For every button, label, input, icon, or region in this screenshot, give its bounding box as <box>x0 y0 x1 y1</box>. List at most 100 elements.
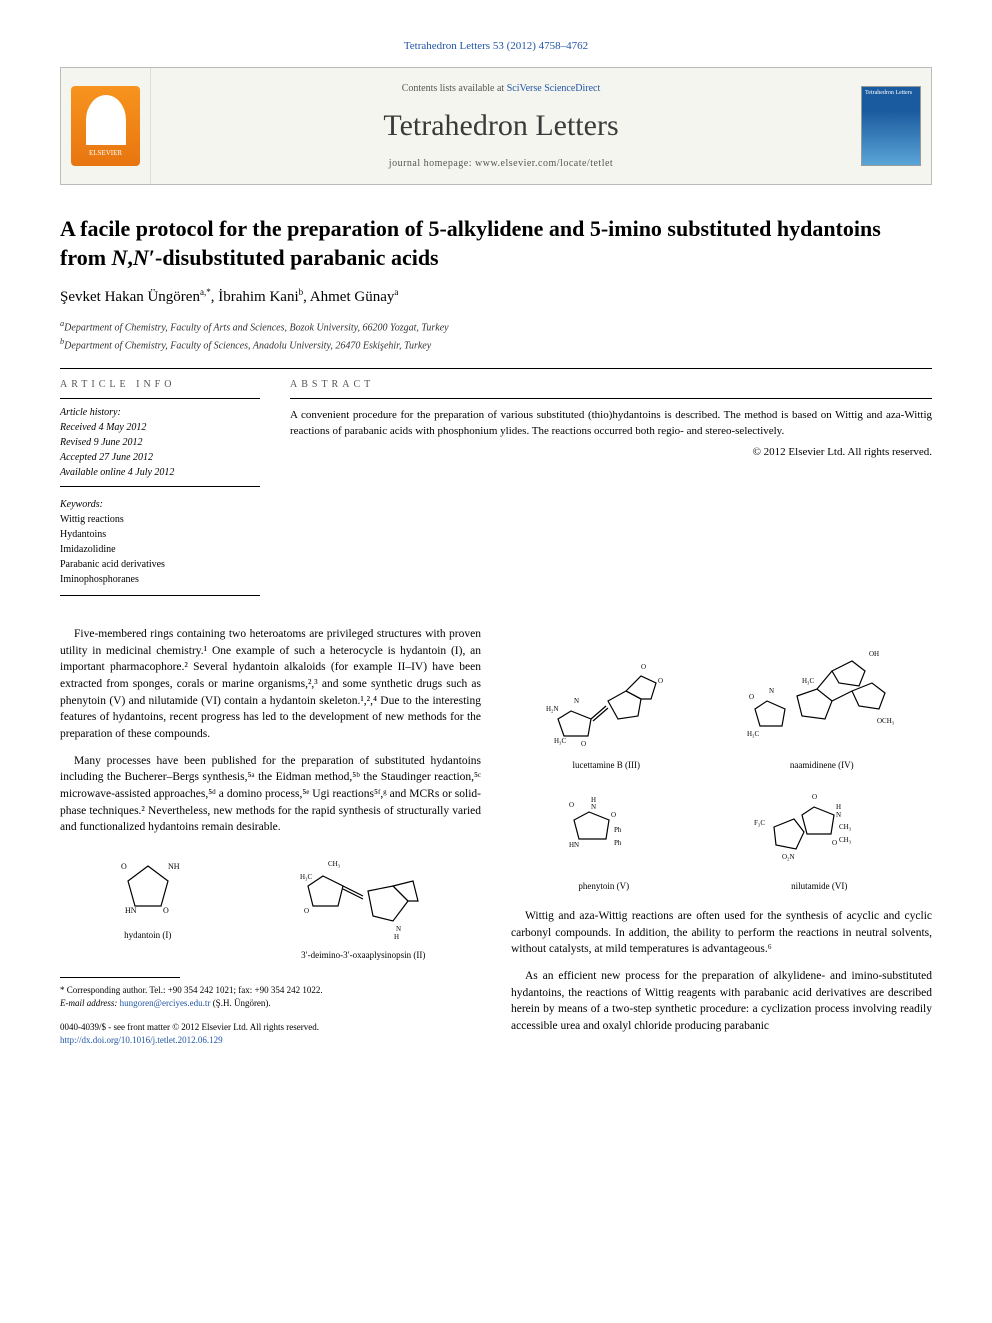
info-abstract-row: ARTICLE INFO Article history: Received 4… <box>60 379 932 596</box>
svg-text:N: N <box>591 803 596 811</box>
keyword: Imidazolidine <box>60 542 260 557</box>
structure-lucettamine: H₂N N H₃C O O O lucettamine B (III) <box>546 641 666 772</box>
abstract-copyright: © 2012 Elsevier Ltd. All rights reserved… <box>290 446 932 458</box>
keyword: Parabanic acid derivatives <box>60 557 260 572</box>
svg-text:O: O <box>641 663 646 671</box>
svg-text:O: O <box>611 811 616 819</box>
structures-right-row-2: O H N O HN Ph Ph phenytoin (V) F₃C <box>511 787 932 893</box>
history-received: Received 4 May 2012 <box>60 420 260 435</box>
keywords-label: Keywords: <box>60 497 260 512</box>
svg-text:NH: NH <box>168 862 180 871</box>
left-column: Five-membered rings containing two heter… <box>60 626 481 1047</box>
structures-right-row-1: H₂N N H₃C O O O lucettamine B (III) <box>511 641 932 772</box>
hydantoin-structure-icon: O NH O HN <box>113 851 183 921</box>
svg-text:H: H <box>394 933 399 941</box>
authors-line: Şevket Hakan Üngörena,*, İbrahim Kanib, … <box>60 287 932 306</box>
article-title: A facile protocol for the preparation of… <box>60 215 932 272</box>
svg-text:O₂N: O₂N <box>782 853 795 861</box>
keywords-block: Keywords: Wittig reactions Hydantoins Im… <box>60 487 260 596</box>
svg-text:OH: OH <box>869 650 879 658</box>
affiliation-a: aDepartment of Chemistry, Faculty of Art… <box>60 318 932 335</box>
publisher-name: ELSEVIER <box>89 149 122 157</box>
email-link[interactable]: hungoren@erciyes.edu.tr <box>120 998 211 1008</box>
svg-text:Ph: Ph <box>614 826 622 834</box>
publisher-logo-cell: ELSEVIER <box>61 68 151 184</box>
svg-text:H₃C: H₃C <box>554 737 566 745</box>
body-para: Five-membered rings containing two heter… <box>60 626 481 743</box>
svg-text:O: O <box>581 740 586 748</box>
history-revised: Revised 9 June 2012 <box>60 435 260 450</box>
svg-text:OCH₃: OCH₃ <box>877 717 895 725</box>
keyword: Hydantoins <box>60 527 260 542</box>
contents-available: Contents lists available at SciVerse Sci… <box>166 83 836 94</box>
svg-text:CH₃: CH₃ <box>328 860 341 868</box>
article-history-block: Article history: Received 4 May 2012 Rev… <box>60 398 260 487</box>
phenytoin-structure-icon: O H N O HN Ph Ph <box>559 787 649 872</box>
journal-name: Tetrahedron Letters <box>166 109 836 143</box>
abstract-heading: ABSTRACT <box>290 379 932 390</box>
affiliation-b: bDepartment of Chemistry, Faculty of Sci… <box>60 336 932 353</box>
svg-text:H₃C: H₃C <box>300 873 312 881</box>
svg-text:O: O <box>832 839 837 847</box>
journal-homepage: journal homepage: www.elsevier.com/locat… <box>166 158 836 169</box>
doi-link[interactable]: http://dx.doi.org/10.1016/j.tetlet.2012.… <box>60 1035 223 1045</box>
abstract-column: ABSTRACT A convenient procedure for the … <box>290 379 932 596</box>
history-label: Article history: <box>60 405 260 420</box>
svg-text:CH₃: CH₃ <box>839 823 852 831</box>
lucettamine-structure-icon: H₂N N H₃C O O O <box>546 641 666 751</box>
citation-header: Tetrahedron Letters 53 (2012) 4758–4762 <box>60 40 932 52</box>
svg-text:N: N <box>836 811 841 819</box>
elsevier-logo: ELSEVIER <box>71 86 140 166</box>
structures-left-row: O NH O HN hydantoin (I) H₃C <box>60 851 481 962</box>
structure-nilutamide: F₃C O₂N O H N CH₃ CH₃ O nilutamide (VI) <box>754 787 884 893</box>
footer-copyright: 0040-4039/$ - see front matter © 2012 El… <box>60 1021 481 1046</box>
svg-text:O: O <box>749 693 754 701</box>
oxaaplysinopsin-structure-icon: H₃C CH₃ O N H <box>298 851 428 941</box>
svg-text:H₂N: H₂N <box>546 705 559 713</box>
svg-text:N: N <box>396 925 401 933</box>
naamidinene-structure-icon: O N H₃C H₃C OH OCH₃ <box>747 641 897 751</box>
corresponding-author-footnote: * Corresponding author. Tel.: +90 354 24… <box>60 984 481 1009</box>
history-accepted: Accepted 27 June 2012 <box>60 450 260 465</box>
journal-center: Contents lists available at SciVerse Sci… <box>151 68 851 184</box>
affiliations: aDepartment of Chemistry, Faculty of Art… <box>60 318 932 353</box>
body-columns: Five-membered rings containing two heter… <box>60 626 932 1047</box>
svg-text:CH₃: CH₃ <box>839 836 852 844</box>
cover-cell: Tetrahedron Letters <box>851 68 931 184</box>
sciencedirect-link[interactable]: SciVerse ScienceDirect <box>507 83 601 94</box>
elsevier-tree-icon <box>86 95 126 145</box>
nilutamide-structure-icon: F₃C O₂N O H N CH₃ CH₃ O <box>754 787 884 872</box>
svg-text:O: O <box>304 907 309 915</box>
body-para: As an efficient new process for the prep… <box>511 968 932 1035</box>
svg-text:O: O <box>569 801 574 809</box>
svg-text:H: H <box>836 803 841 811</box>
svg-text:H₃C: H₃C <box>747 730 759 738</box>
keyword: Iminophosphoranes <box>60 572 260 587</box>
article-info-heading: ARTICLE INFO <box>60 379 260 390</box>
structure-hydantoin: O NH O HN hydantoin (I) <box>113 851 183 962</box>
svg-text:O: O <box>163 906 169 915</box>
journal-header-box: ELSEVIER Contents lists available at Sci… <box>60 67 932 185</box>
abstract-text: A convenient procedure for the preparati… <box>290 398 932 440</box>
svg-text:HN: HN <box>569 841 579 849</box>
homepage-url[interactable]: www.elsevier.com/locate/tetlet <box>475 158 613 169</box>
structure-oxaaplysinopsin: H₃C CH₃ O N H 3′-deimino-3′-oxaaplysinop… <box>298 851 428 962</box>
svg-text:H₃C: H₃C <box>802 677 814 685</box>
svg-text:O: O <box>658 677 663 685</box>
body-para: Many processes have been published for t… <box>60 753 481 836</box>
structure-phenytoin: O H N O HN Ph Ph phenytoin (V) <box>559 787 649 893</box>
svg-text:Ph: Ph <box>614 839 622 847</box>
right-column: H₂N N H₃C O O O lucettamine B (III) <box>511 626 932 1047</box>
body-para: Wittig and aza-Wittig reactions are ofte… <box>511 908 932 958</box>
svg-text:N: N <box>769 687 774 695</box>
svg-text:F₃C: F₃C <box>754 819 765 827</box>
divider <box>60 368 932 369</box>
history-online: Available online 4 July 2012 <box>60 465 260 480</box>
svg-text:O: O <box>812 793 817 801</box>
journal-cover-thumbnail: Tetrahedron Letters <box>861 86 921 166</box>
svg-text:HN: HN <box>125 906 137 915</box>
structure-naamidinene: O N H₃C H₃C OH OCH₃ naamidinene (IV) <box>747 641 897 772</box>
footnote-divider <box>60 977 180 978</box>
keyword: Wittig reactions <box>60 512 260 527</box>
svg-text:N: N <box>574 697 579 705</box>
